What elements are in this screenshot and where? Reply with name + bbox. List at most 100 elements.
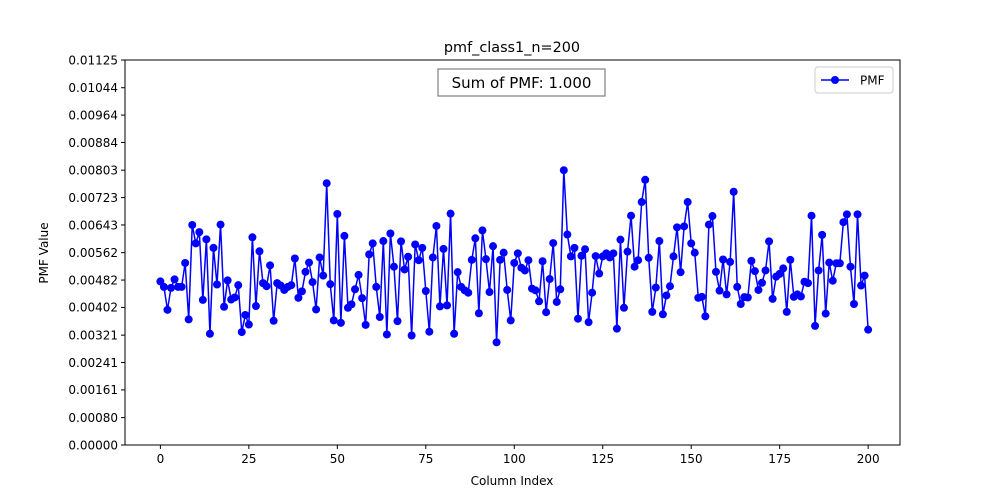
y-tick-label: 0.00884: [68, 136, 118, 150]
data-point: [630, 262, 639, 271]
data-point: [453, 268, 462, 277]
data-point: [411, 240, 420, 249]
data-point: [786, 255, 795, 264]
data-point: [761, 266, 770, 275]
data-point: [220, 302, 229, 311]
data-point: [864, 325, 873, 334]
data-point: [577, 251, 586, 260]
data-point: [223, 276, 232, 285]
data-point: [386, 229, 395, 238]
data-point: [662, 291, 671, 300]
data-point: [701, 312, 710, 321]
data-point: [683, 198, 692, 207]
data-point: [673, 223, 682, 232]
y-tick-label: 0.00723: [68, 191, 118, 205]
data-point: [312, 305, 321, 314]
legend: PMF: [814, 66, 894, 94]
data-point: [351, 285, 360, 294]
data-point: [768, 294, 777, 303]
data-point: [573, 314, 582, 323]
data-point: [556, 285, 565, 294]
data-point: [503, 285, 512, 294]
data-point: [538, 257, 547, 266]
data-point: [782, 307, 791, 316]
data-point: [198, 295, 207, 304]
data-point: [796, 292, 805, 301]
data-point: [471, 234, 480, 243]
y-tick-label: 0.00241: [68, 356, 118, 370]
data-point: [669, 252, 678, 261]
x-tick-label: 175: [768, 452, 791, 466]
data-point: [432, 221, 441, 230]
y-tick-label: 0.00000: [68, 438, 118, 452]
data-point: [747, 256, 756, 265]
data-point: [305, 258, 314, 267]
data-point: [414, 256, 423, 265]
x-tick-label: 25: [241, 452, 256, 466]
x-tick-label: 150: [680, 452, 703, 466]
data-point: [202, 235, 211, 244]
data-point: [404, 252, 413, 261]
data-point: [333, 210, 342, 218]
data-point: [591, 252, 600, 261]
data-point: [513, 249, 522, 258]
data-point: [846, 262, 855, 271]
data-point: [765, 237, 774, 246]
x-tick-label: 200: [857, 452, 880, 466]
data-point: [499, 248, 508, 257]
data-point: [726, 257, 735, 266]
data-point: [372, 282, 381, 291]
data-point: [290, 254, 299, 263]
data-point: [570, 243, 579, 252]
data-point: [322, 179, 331, 188]
data-point: [241, 310, 250, 319]
data-point: [347, 300, 356, 309]
data-point: [336, 318, 345, 327]
data-point: [269, 316, 278, 325]
data-point: [566, 252, 575, 261]
data-point: [722, 290, 731, 299]
data-point: [213, 280, 222, 289]
y-tick-label: 0.01125: [68, 53, 118, 67]
data-point: [627, 211, 636, 220]
data-point: [329, 316, 338, 325]
data-point: [651, 283, 660, 292]
data-point: [531, 286, 540, 295]
y-tick-label: 0.00080: [68, 411, 118, 425]
data-point: [779, 264, 788, 273]
data-point: [807, 211, 816, 220]
data-point: [814, 266, 823, 275]
data-point: [216, 220, 225, 229]
data-point: [191, 239, 200, 248]
data-point: [326, 280, 335, 289]
data-point: [467, 255, 476, 264]
data-point: [634, 256, 643, 265]
data-point: [750, 267, 759, 276]
data-point: [319, 271, 328, 280]
data-point: [428, 253, 437, 262]
y-tick-label: 0.00402: [68, 301, 118, 315]
data-point: [743, 293, 752, 302]
data-point: [244, 320, 253, 329]
data-point: [612, 324, 621, 333]
data-point: [542, 308, 551, 317]
data-point: [266, 261, 275, 270]
data-point: [170, 275, 179, 284]
data-point: [584, 318, 593, 327]
data-point: [595, 269, 604, 278]
data-point: [297, 287, 306, 296]
data-point: [237, 328, 246, 337]
x-tick-label: 50: [330, 452, 345, 466]
data-point: [205, 329, 214, 338]
data-point: [715, 286, 724, 295]
data-point: [489, 242, 498, 251]
data-point: [425, 327, 434, 336]
data-point: [563, 230, 572, 239]
data-point: [708, 212, 717, 221]
y-tick-label: 0.00643: [68, 218, 118, 232]
data-point: [828, 276, 837, 285]
data-point: [690, 248, 699, 257]
y-tick-label: 0.00803: [68, 163, 118, 177]
data-point: [736, 300, 745, 309]
